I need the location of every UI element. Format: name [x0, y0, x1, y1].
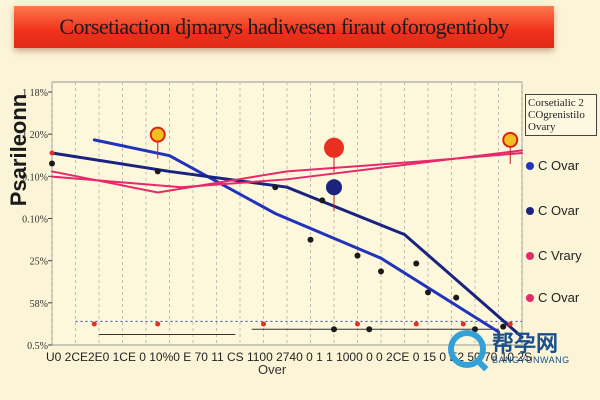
legend-swatch: [526, 161, 534, 170]
data-point: [154, 168, 161, 175]
data-point: [91, 321, 97, 327]
legend-entry-0: C Ovar: [526, 158, 579, 173]
legend-entry-2: C Vrary: [526, 248, 582, 263]
highlight-marker: [324, 137, 344, 158]
data-point: [331, 326, 337, 333]
legend-label: C Ovar: [538, 158, 580, 173]
y-tick-label: 0.10%: [22, 172, 48, 183]
data-point: [460, 321, 466, 327]
legend-label: C Ovar: [538, 203, 580, 218]
series-line-1: [50, 151, 524, 339]
watermark: 帮孕网 BANGYUNWANG: [448, 330, 570, 368]
data-point: [49, 150, 55, 156]
y-tick-label: 1 20%: [22, 130, 48, 141]
legend-entry-3: C Ovar: [526, 290, 579, 305]
data-point: [425, 289, 431, 296]
legend-swatch: [526, 293, 534, 302]
highlight-marker: [326, 179, 342, 196]
legend: Corsetialic 2 COgrenistilo Ovary: [525, 92, 597, 136]
y-tick-label: 25%: [30, 257, 48, 268]
legend-label: C Vrary: [538, 248, 582, 263]
x-tick-labels: U0 2CE2E0 1CE 0 10%0 E 70 11 CS 1100 274…: [46, 352, 532, 364]
legend-label: C Ovar: [538, 290, 580, 305]
data-point: [507, 321, 513, 327]
data-point: [155, 321, 161, 327]
data-point: [307, 236, 314, 243]
data-point: [49, 160, 55, 167]
y-tick-label: 0.10%: [22, 215, 48, 226]
data-point: [354, 252, 361, 259]
data-point: [366, 326, 373, 333]
data-point: [378, 268, 384, 275]
y-tick-label: 0.5%: [27, 341, 48, 352]
title-banner: Corsetiaction djmarys hadiwesen firaut o…: [14, 6, 554, 48]
highlight-marker: [149, 126, 166, 143]
magnifier-icon: [448, 330, 486, 368]
series-line-0: [92, 138, 500, 334]
y-axis-label: Psarileonn: [6, 93, 31, 207]
watermark-subtext: BANGYUNWANG: [492, 355, 570, 365]
data-point: [319, 197, 326, 204]
y-tick-label: 58%: [30, 299, 48, 310]
chart-title: Corsetiaction djmarys hadiwesen firaut o…: [59, 14, 509, 39]
legend-title: Corsetialic 2 COgrenistilo Ovary: [528, 97, 585, 133]
legend-swatch: [526, 206, 534, 215]
data-point: [413, 260, 420, 267]
data-point: [355, 321, 360, 327]
x-axis-label: Over: [258, 362, 287, 377]
data-point: [413, 321, 419, 327]
highlight-marker: [502, 131, 519, 148]
data-point: [272, 184, 279, 191]
legend-title-box: Corsetialic 2 COgrenistilo Ovary: [525, 94, 597, 136]
legend-swatch: [526, 251, 534, 260]
data-point: [453, 294, 460, 301]
y-tick-label: 1 18%: [22, 88, 48, 99]
data-point: [500, 323, 507, 330]
legend-entry-1: C Ovar: [526, 203, 579, 218]
watermark-text: 帮孕网: [492, 331, 559, 356]
series-line-2: [51, 149, 523, 189]
data-point: [261, 321, 266, 327]
series-line-3: [51, 152, 523, 194]
